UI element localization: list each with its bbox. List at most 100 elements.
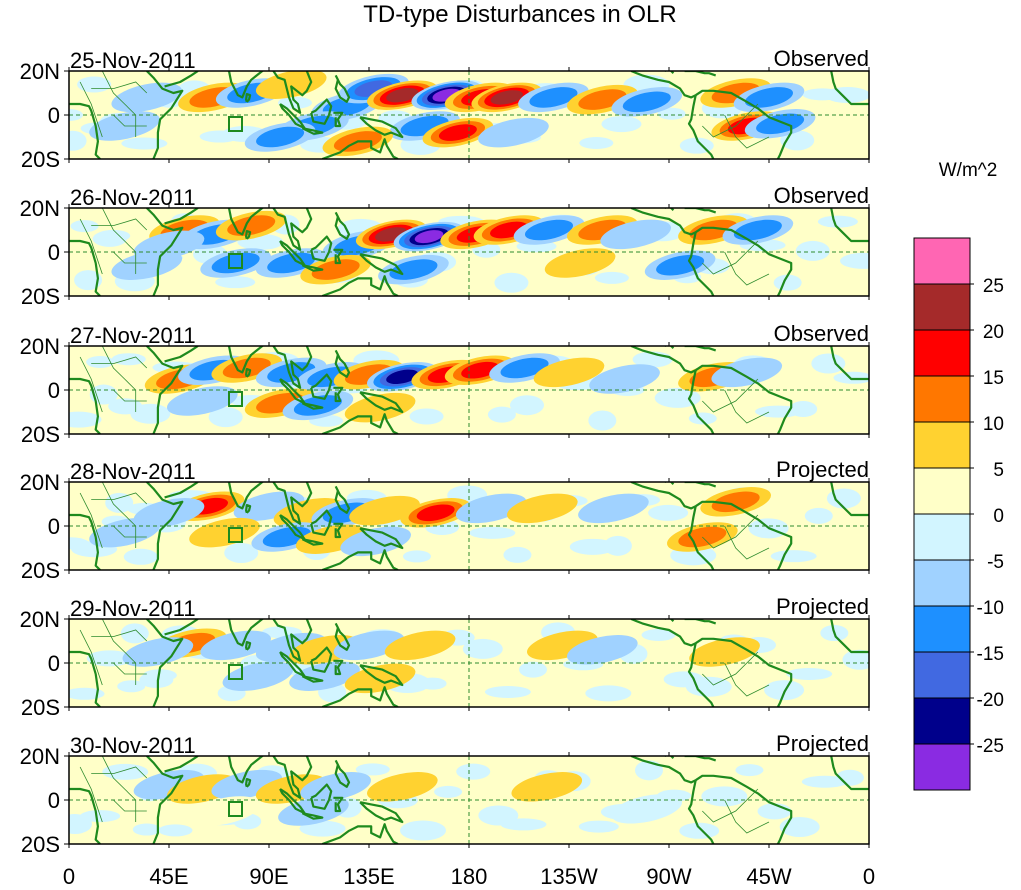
country-border [702, 514, 759, 549]
weak-anomaly-cell [757, 803, 792, 820]
coastline [830, 208, 869, 243]
weak-anomaly-cell [804, 507, 833, 524]
coastline [69, 513, 101, 570]
anomaly-blob [689, 637, 760, 667]
anomaly-blob [384, 630, 456, 661]
colorbar: W/m^2 25 20 15 10 5 0 -5 -10 -15 -20 -25 [913, 160, 1004, 791]
olr-field [69, 622, 869, 703]
coastline [272, 756, 313, 799]
anomaly-level [529, 87, 578, 108]
coastline [333, 248, 344, 265]
chart-title: TD-type Disturbances in OLR [363, 1, 676, 28]
olr-field [69, 71, 869, 157]
coastline [321, 823, 399, 844]
anomaly-level [311, 259, 360, 280]
anomaly-blob [533, 357, 605, 388]
country-border [101, 619, 137, 685]
panel-date: 25-Nov-2011 [70, 48, 196, 73]
anomaly-blob [513, 215, 585, 245]
y-tick-label: 20S [21, 284, 60, 309]
coastline [359, 527, 404, 550]
coastline [333, 659, 344, 676]
weak-anomaly-cell [688, 412, 717, 425]
anomaly-level [733, 219, 782, 241]
weak-anomaly-cell [456, 763, 491, 780]
coastline [695, 226, 793, 296]
coastline [226, 346, 265, 374]
anomaly-blob [167, 386, 238, 416]
panel-date: 28-Nov-2011 [70, 459, 196, 484]
anomaly-level [622, 91, 671, 113]
weak-anomaly-cell [74, 270, 103, 291]
anomaly-level [578, 493, 649, 524]
anomaly-blob [215, 210, 287, 241]
weak-anomaly-cell [69, 411, 102, 428]
weak-anomaly-cell [86, 355, 115, 368]
weak-anomaly-cell [487, 406, 516, 423]
coastline [146, 619, 184, 707]
country-border [91, 218, 148, 231]
region-box [228, 391, 243, 407]
country-border [724, 799, 770, 834]
anomaly-blob [133, 230, 205, 261]
coastline [272, 71, 313, 114]
coastline [245, 777, 252, 788]
country-border [79, 766, 103, 823]
country-border [101, 208, 137, 274]
weak-anomaly-cell [735, 764, 764, 777]
anomaly-level [227, 215, 276, 236]
coastline [630, 346, 697, 374]
weak-anomaly-cell [120, 623, 149, 644]
y-tick-label: 20S [21, 147, 60, 172]
anomaly-blob [422, 117, 494, 148]
coastline [310, 783, 333, 810]
colorbar-label: 5 [993, 460, 1004, 481]
coastline [245, 368, 252, 378]
weak-anomaly-cell [826, 488, 861, 509]
y-tick-label: 20N [20, 470, 60, 495]
weak-anomaly-cell [484, 685, 531, 698]
country-border [702, 378, 759, 413]
coastline [69, 787, 101, 844]
anomaly-blob [711, 357, 783, 388]
colorbar-swatch [913, 375, 971, 423]
coastline [333, 796, 344, 813]
y-tick-label: 20N [20, 196, 60, 221]
coastline [684, 208, 717, 214]
weak-anomaly-cell [588, 410, 617, 431]
weak-anomaly-cell [579, 137, 614, 150]
coastline [164, 208, 199, 225]
region-box [228, 801, 243, 817]
weak-anomaly-cell [96, 229, 131, 242]
coastline [359, 116, 404, 139]
coastline [695, 774, 793, 844]
coastlines [69, 71, 869, 159]
anomaly-level [544, 248, 616, 278]
coastline [334, 759, 351, 788]
anomaly-blob [411, 80, 483, 110]
colorbar-swatch [913, 651, 971, 699]
x-tick-label: 0 [863, 864, 875, 889]
anomaly-level [511, 772, 583, 802]
map-panel: 20N 0 20S 28-Nov-2011 Projected [20, 457, 870, 583]
country-border [113, 251, 147, 264]
weak-anomaly-cell [795, 240, 830, 261]
coastline [334, 622, 351, 651]
coastline [69, 650, 101, 707]
country-border [79, 81, 103, 138]
anomaly-level [167, 386, 238, 416]
country-border [702, 240, 759, 275]
coastline [310, 235, 333, 262]
weak-anomaly-cell [89, 384, 118, 405]
anomaly-blob [344, 663, 416, 694]
weak-anomaly-cell [679, 822, 720, 839]
coastline [164, 346, 199, 363]
country-border [724, 251, 770, 286]
coastline [69, 102, 101, 159]
weak-anomaly-cell [469, 526, 516, 539]
weak-anomaly-cell [500, 818, 547, 831]
colorbar-label: 25 [983, 276, 1004, 297]
weak-anomaly-cell [503, 546, 532, 563]
coastline [684, 346, 717, 352]
weak-anomaly-cell [824, 86, 869, 103]
